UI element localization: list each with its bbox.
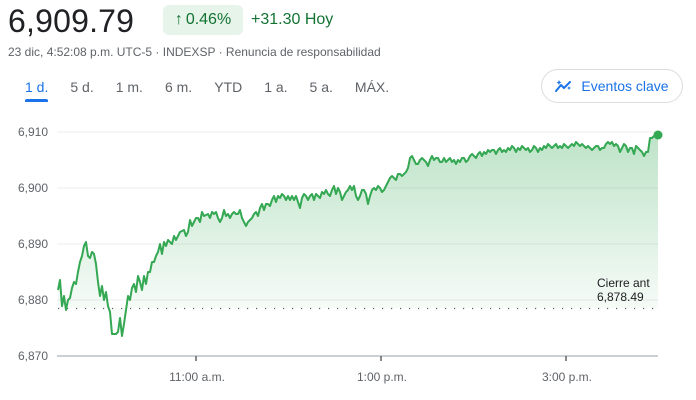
y-tick-6870: 6,870 <box>18 349 49 363</box>
y-tick-6890: 6,890 <box>18 237 49 251</box>
x-label-1300: 1:00 p.m. <box>356 370 408 384</box>
change-percent-badge: ↑ 0.46% <box>163 5 243 35</box>
arrow-up-icon: ↑ <box>174 11 183 28</box>
x-label-1500: 3:00 p.m. <box>541 370 593 384</box>
previous-close-label: Cierre ant 6,878.49 <box>597 276 650 304</box>
y-tick-6880: 6,880 <box>18 293 49 307</box>
timestamp: 23 dic, 4:52:08 p.m. UTC-5 <box>8 45 153 59</box>
y-tick-6910: 6,910 <box>18 125 49 139</box>
y-tick-6900: 6,900 <box>18 181 49 195</box>
separator: · <box>218 45 223 59</box>
current-price: 6,909.79 <box>8 3 135 39</box>
price-area <box>58 135 658 336</box>
tab-6m[interactable]: 6 m. <box>164 79 193 95</box>
tab-1m[interactable]: 1 m. <box>115 79 143 95</box>
x-label-1100: 11:00 a.m. <box>169 370 225 384</box>
previous-close-value: 6,878.49 <box>597 290 644 304</box>
change-percent: 0.46% <box>185 11 232 28</box>
tab-1y[interactable]: 1 a. <box>264 79 288 95</box>
quote-meta: 23 dic, 4:52:08 p.m. UTC-5 · INDEXSP · R… <box>8 44 381 60</box>
separator: · <box>155 45 160 59</box>
disclaimer-link[interactable]: Renuncia de responsabilidad <box>225 45 381 59</box>
previous-close-title: Cierre ant <box>597 276 650 290</box>
key-events-label: Eventos clave <box>581 78 669 94</box>
last-price-dot <box>653 130 663 140</box>
change-absolute: +31.30 Hoy <box>251 11 334 28</box>
key-events-button[interactable]: Eventos clave <box>541 69 683 103</box>
tab-1d[interactable]: 1 d. <box>14 72 59 102</box>
price-line <box>57 134 658 337</box>
tab-ytd[interactable]: YTD <box>214 79 243 95</box>
tab-5y[interactable]: 5 a. <box>309 79 333 95</box>
tab-5d[interactable]: 5 d. <box>70 79 94 95</box>
exchange: INDEXSP <box>162 45 216 59</box>
tab-max[interactable]: MÁX. <box>354 79 390 95</box>
sparkle-trend-icon <box>555 80 572 92</box>
time-range-tabs: 1 d. 5 d. 1 m. 6 m. YTD 1 a. 5 a. MÁX. <box>14 72 400 102</box>
